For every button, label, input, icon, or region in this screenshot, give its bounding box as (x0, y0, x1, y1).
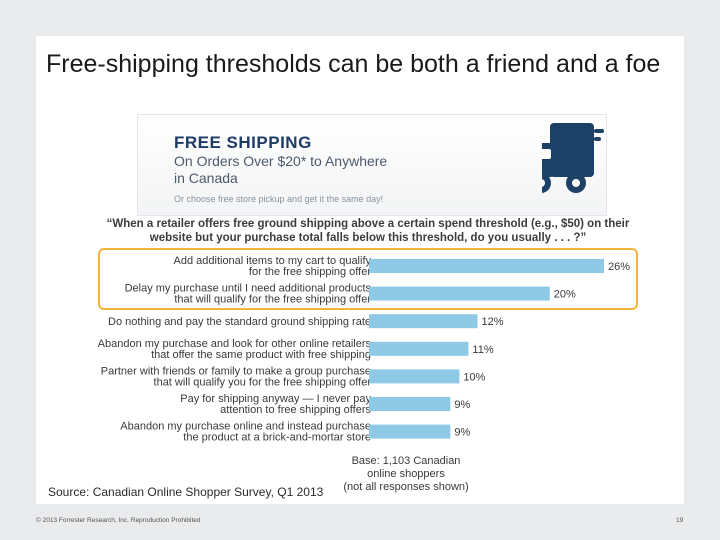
category-label: Partner with friends or family to make a… (101, 365, 371, 377)
bar (369, 369, 460, 384)
category-label: attention to free shipping offers (220, 404, 371, 416)
source-note: Source: Canadian Online Shopper Survey, … (48, 485, 324, 499)
value-label: 20% (554, 289, 576, 301)
base-note-line-1: Base: 1,103 Canadian online shoppers (351, 455, 461, 480)
banner-heading: FREE SHIPPING (174, 133, 312, 152)
banner-line-2: in Canada (174, 170, 238, 186)
value-label: 11% (472, 344, 493, 356)
banner-subtext: Or choose free store pickup and get it t… (174, 194, 384, 204)
highlight-box (98, 248, 638, 310)
value-label: 10% (463, 371, 485, 383)
banner-line-1: On Orders Over $20* to Anywhere (174, 153, 388, 169)
bar (369, 397, 451, 411)
bar (369, 286, 550, 301)
base-note: Base: 1,103 Canadian online shoppers (no… (336, 455, 476, 494)
category-label: that will qualify you for the free shipp… (154, 376, 372, 388)
bar (369, 341, 469, 356)
bar (369, 259, 604, 273)
survey-question: “When a retailer offers free ground ship… (106, 218, 630, 244)
category-label: Pay for shipping anyway — I never pay (180, 393, 371, 405)
category-label: for the free shipping offer (249, 266, 371, 278)
bar-chart: Add additional items to my cart to quali… (98, 255, 631, 444)
free-shipping-banner: FREE SHIPPING On Orders Over $20* to Any… (137, 114, 607, 216)
slide-title: Free-shipping thresholds can be both a f… (46, 50, 661, 78)
category-label: Add additional items to my cart to quali… (174, 255, 372, 267)
bar (369, 424, 451, 439)
value-label: 9% (454, 399, 470, 411)
base-note-line-2: (not all responses shown) (343, 481, 469, 493)
category-label: Abandon my purchase online and instead p… (120, 421, 371, 433)
bar (369, 314, 478, 329)
value-label: 12% (481, 316, 503, 328)
copyright-footer: © 2013 Forrester Research, Inc. Reproduc… (36, 517, 201, 524)
category-label: the product at a brick-and-mortar store (183, 432, 371, 444)
value-label: 26% (608, 261, 630, 273)
slide: Free-shipping thresholds can be both a f… (36, 36, 684, 504)
page-number: 19 (676, 517, 684, 524)
category-label: Do nothing and pay the standard ground s… (108, 316, 371, 328)
category-label: Delay my purchase until I need additiona… (125, 283, 372, 295)
delivery-truck-icon (542, 123, 604, 193)
category-label: that will qualify for the free shipping … (174, 294, 371, 306)
category-label: that offer the same product with free sh… (151, 349, 371, 361)
value-label: 9% (454, 427, 470, 439)
category-label: Abandon my purchase and look for other o… (98, 338, 372, 350)
